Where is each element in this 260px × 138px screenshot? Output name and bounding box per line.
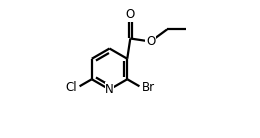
- Text: Br: Br: [142, 81, 155, 94]
- Text: Cl: Cl: [65, 81, 77, 94]
- Text: N: N: [105, 83, 114, 96]
- Text: O: O: [146, 35, 155, 48]
- Text: O: O: [126, 8, 135, 21]
